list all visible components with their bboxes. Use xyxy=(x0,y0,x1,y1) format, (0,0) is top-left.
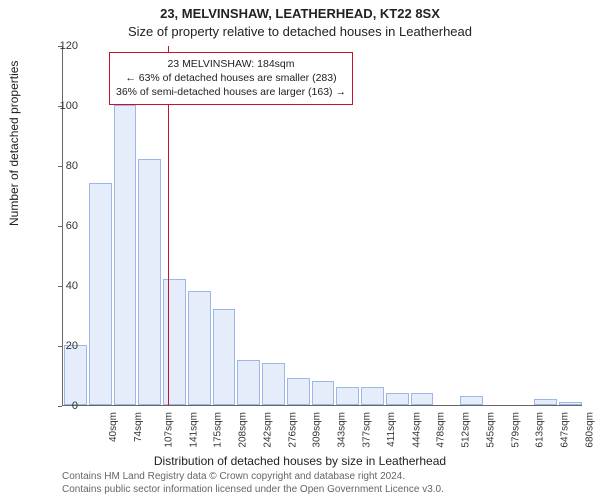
bar xyxy=(361,387,384,405)
chart-title-1: 23, MELVINSHAW, LEATHERHEAD, KT22 8SX xyxy=(0,6,600,21)
y-tick-label: 120 xyxy=(60,40,78,52)
bar xyxy=(64,345,87,405)
x-tick-label: 647sqm xyxy=(560,412,571,448)
x-tick-label: 141sqm xyxy=(188,412,199,448)
bar xyxy=(287,378,310,405)
bar xyxy=(213,309,236,405)
x-tick-label: 74sqm xyxy=(133,412,144,442)
annotation-line-1: 23 MELVINSHAW: 184sqm xyxy=(116,57,346,71)
footer-line-2: Contains public sector information licen… xyxy=(62,484,444,497)
y-tick-mark xyxy=(58,166,62,167)
bar xyxy=(114,105,137,405)
y-tick-mark xyxy=(58,346,62,347)
bar xyxy=(336,387,359,405)
y-tick-label: 0 xyxy=(72,400,78,412)
bar xyxy=(138,159,161,405)
y-tick-label: 100 xyxy=(60,100,78,112)
bar xyxy=(460,396,483,405)
x-tick-label: 478sqm xyxy=(436,412,447,448)
y-tick-label: 20 xyxy=(66,340,78,352)
y-tick-mark xyxy=(58,106,62,107)
bar xyxy=(163,279,186,405)
x-tick-label: 309sqm xyxy=(312,412,323,448)
x-tick-label: 175sqm xyxy=(213,412,224,448)
x-tick-label: 444sqm xyxy=(411,412,422,448)
footer-credits: Contains HM Land Registry data © Crown c… xyxy=(62,471,444,496)
x-tick-label: 107sqm xyxy=(163,412,174,448)
x-tick-label: 613sqm xyxy=(535,412,546,448)
annotation-line-2: ← 63% of detached houses are smaller (28… xyxy=(116,71,346,85)
bar xyxy=(312,381,335,405)
bar xyxy=(559,402,582,405)
x-tick-label: 512sqm xyxy=(461,412,472,448)
footer-line-1: Contains HM Land Registry data © Crown c… xyxy=(62,471,444,484)
x-tick-label: 242sqm xyxy=(263,412,274,448)
bar xyxy=(411,393,434,405)
chart-title-2: Size of property relative to detached ho… xyxy=(0,24,600,39)
y-tick-mark xyxy=(58,286,62,287)
x-tick-label: 343sqm xyxy=(337,412,348,448)
plot-area: 23 MELVINSHAW: 184sqm ← 63% of detached … xyxy=(62,46,582,406)
x-tick-label: 40sqm xyxy=(108,412,119,442)
y-tick-mark xyxy=(58,406,62,407)
y-tick-label: 80 xyxy=(66,160,78,172)
y-tick-label: 60 xyxy=(66,220,78,232)
annotation-box: 23 MELVINSHAW: 184sqm ← 63% of detached … xyxy=(109,52,353,105)
bar xyxy=(262,363,285,405)
x-tick-label: 276sqm xyxy=(287,412,298,448)
bar xyxy=(386,393,409,405)
x-tick-label: 411sqm xyxy=(386,412,397,447)
bar xyxy=(89,183,112,405)
annotation-line-3: 36% of semi-detached houses are larger (… xyxy=(116,85,346,99)
x-tick-label: 579sqm xyxy=(510,412,521,448)
bar xyxy=(534,399,557,405)
y-tick-mark xyxy=(58,46,62,47)
x-tick-label: 208sqm xyxy=(238,412,249,448)
x-axis-label: Distribution of detached houses by size … xyxy=(0,454,600,468)
y-axis-label: Number of detached properties xyxy=(7,61,21,226)
x-tick-label: 680sqm xyxy=(584,412,595,448)
x-tick-label: 545sqm xyxy=(485,412,496,448)
bar xyxy=(188,291,211,405)
x-tick-label: 377sqm xyxy=(362,412,373,448)
bar xyxy=(237,360,260,405)
y-tick-label: 40 xyxy=(66,280,78,292)
y-tick-mark xyxy=(58,226,62,227)
